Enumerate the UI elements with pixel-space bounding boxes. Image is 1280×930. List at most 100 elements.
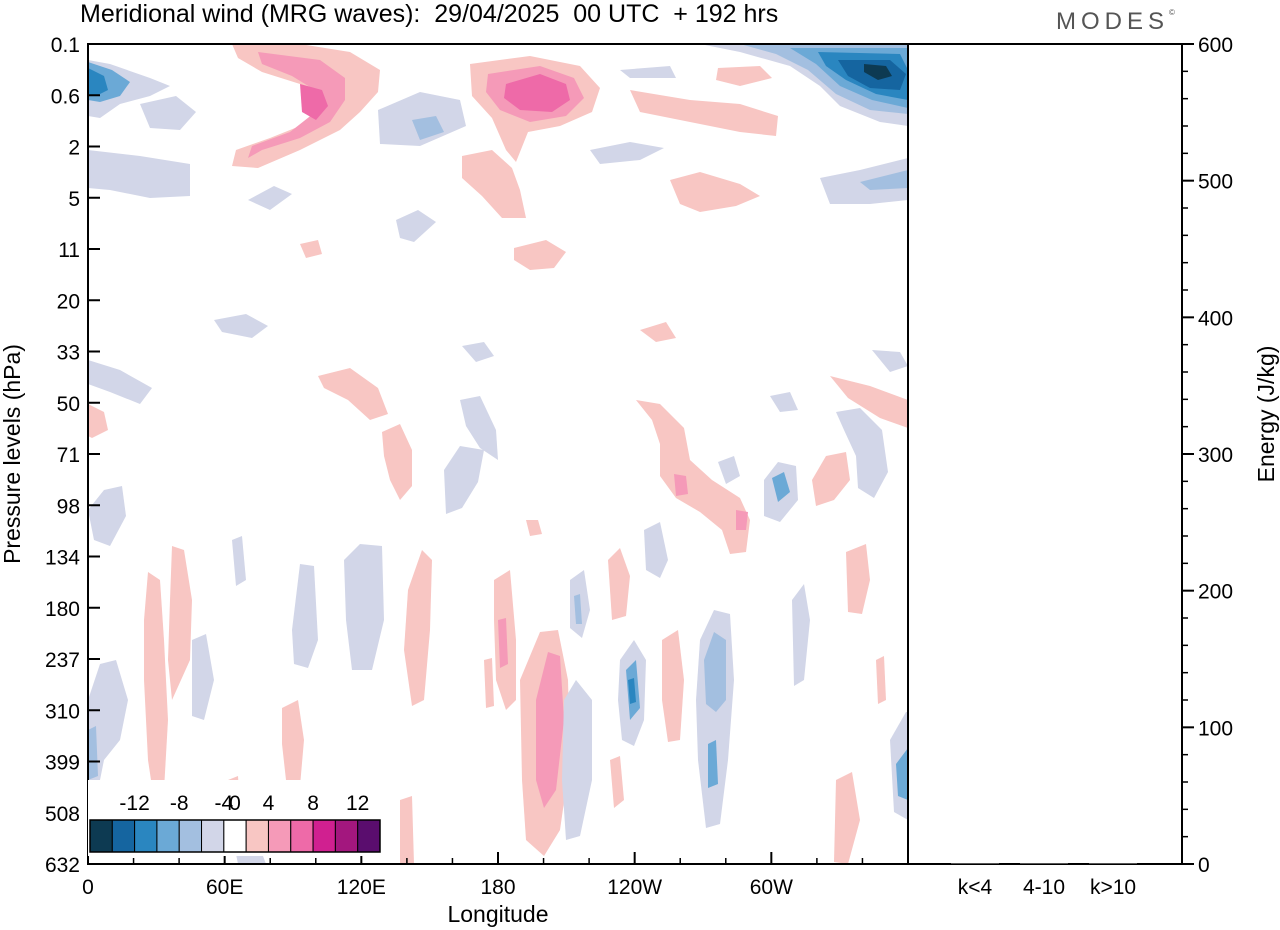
colorbar-swatch [290, 819, 314, 853]
contour-negative [88, 486, 126, 546]
colorbar: -12 -8 -40 4 8 12 [88, 780, 382, 856]
y-tick-label: 399 [45, 752, 80, 775]
x-tick-label: 60W [750, 876, 793, 899]
contour-negative [344, 544, 384, 670]
contour-positive [318, 368, 388, 420]
energy-bar [1020, 863, 1068, 864]
contour-positive [830, 376, 908, 428]
contour-positive [610, 756, 624, 808]
contour-negative [628, 678, 636, 704]
contour-positive [484, 658, 494, 708]
colorbar-swatch [223, 819, 247, 853]
energy-tick-label: 100 [1198, 717, 1233, 740]
contour-negative [718, 456, 740, 484]
contour-negative [590, 142, 664, 164]
y-tick-label: 2 [68, 137, 80, 160]
energy-tick-label: 400 [1198, 307, 1233, 330]
colorbar-swatch [156, 819, 180, 853]
energy-bar [951, 863, 999, 864]
x-axis-title: Longitude [447, 901, 548, 927]
brand-logo: MODES© [1056, 8, 1175, 36]
contour-positive [282, 700, 304, 786]
contour-negative [214, 314, 268, 338]
contour-negative [872, 350, 908, 372]
colorbar-frame [89, 819, 381, 853]
contour-positive [674, 474, 688, 496]
contour-positive [630, 90, 778, 136]
contour-positive [300, 84, 328, 120]
contour-positive [300, 240, 322, 258]
contour-positive [834, 772, 860, 864]
y-tick-label: 237 [45, 649, 80, 672]
contour-positive [536, 652, 564, 808]
contour-positive [736, 510, 748, 530]
x-tick-label: 0 [82, 876, 94, 899]
y-tick-label: 50 [57, 393, 80, 416]
y-tick-label: 180 [45, 598, 80, 621]
contour-positive [846, 544, 870, 614]
brand-text: MODES [1056, 8, 1170, 35]
x-tick-label: 180 [480, 876, 515, 899]
contour-positive [404, 550, 432, 706]
energy-panel: 0 100 200 300 400 500 600 Energy (J/kg) k<4 4-10 k… [907, 34, 1279, 899]
contour-positive [662, 630, 684, 742]
colorbar-swatch [334, 819, 359, 853]
contour-negative [292, 564, 318, 668]
contour-positive [498, 618, 508, 668]
contour-positive [232, 44, 380, 168]
colorbar-swatch [357, 819, 381, 853]
x-tick-label: 120W [607, 876, 662, 899]
energy-frame [907, 43, 1183, 865]
colorbar-swatch [111, 819, 136, 853]
colorbar-label: 0 [229, 792, 241, 815]
contour-positive [382, 424, 412, 500]
energy-axis-title: Energy (J/kg) [1253, 346, 1279, 483]
energy-tick-label: 200 [1198, 581, 1233, 604]
contour-positive [608, 548, 630, 620]
y-tick-label: 310 [45, 700, 80, 723]
contour-positive [144, 572, 168, 800]
contour-negative [770, 392, 798, 412]
contour-negative [192, 634, 214, 720]
y-tick-label: 5 [68, 188, 80, 211]
energy-tick-label: 500 [1198, 171, 1233, 194]
energy-tick-label: 300 [1198, 444, 1233, 467]
contour-negative [772, 472, 790, 502]
contour-negative [396, 210, 436, 242]
y-tick-label: 0.1 [51, 34, 80, 57]
energy-tick-label: 600 [1198, 34, 1233, 57]
contour-positive [400, 796, 414, 864]
colorbar-swatch [89, 819, 113, 853]
contour-negative [444, 446, 484, 514]
colorbar-label: 4 [263, 792, 275, 815]
colorbar-label: 12 [346, 792, 369, 815]
contour-negative [792, 584, 810, 686]
contour-negative [140, 96, 196, 130]
contour-field [88, 44, 908, 864]
contour-negative [88, 150, 190, 198]
y-tick-label: 508 [45, 803, 80, 826]
y-axis-title: Pressure levels (hPa) [0, 344, 25, 564]
contour-negative [704, 632, 726, 712]
contour-negative [88, 360, 152, 404]
colorbar-label: -8 [170, 792, 189, 815]
contour-positive [876, 656, 886, 704]
y-tick-label: 33 [57, 342, 80, 365]
x-tick-label: 60E [206, 876, 243, 899]
contour-negative [88, 726, 98, 780]
contour-negative [860, 170, 908, 190]
contour-positive [716, 66, 772, 86]
contour-negative [88, 660, 128, 804]
colorbar-label: -12 [119, 792, 149, 815]
page-title: Meridional wind (MRG waves): 29/04/2025 … [80, 0, 779, 28]
colorbar-label: -4 [215, 792, 234, 815]
x-tick-label: 120E [337, 876, 386, 899]
contour-negative [896, 748, 908, 800]
contour-negative [708, 740, 718, 788]
contour-positive [168, 546, 192, 700]
contour-positive [812, 452, 850, 506]
contour-positive [514, 240, 566, 270]
contour-negative [620, 66, 676, 78]
contour-negative [460, 396, 498, 460]
y-tick-label: 71 [57, 444, 80, 467]
